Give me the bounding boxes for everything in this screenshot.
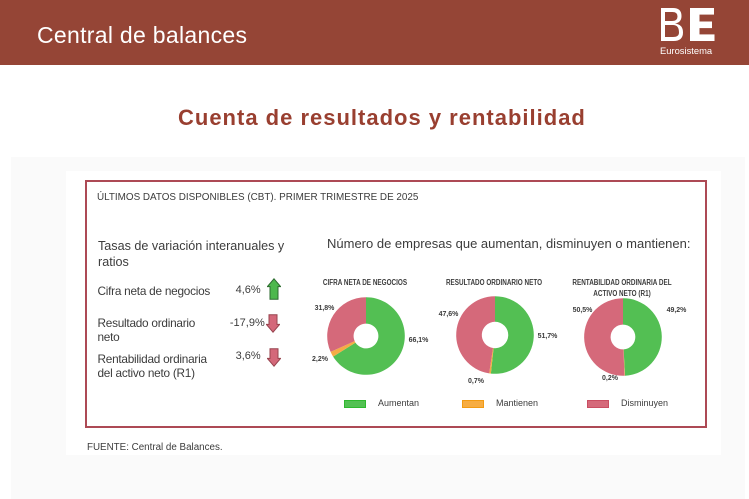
svg-text:Eurosistema: Eurosistema (660, 45, 713, 56)
